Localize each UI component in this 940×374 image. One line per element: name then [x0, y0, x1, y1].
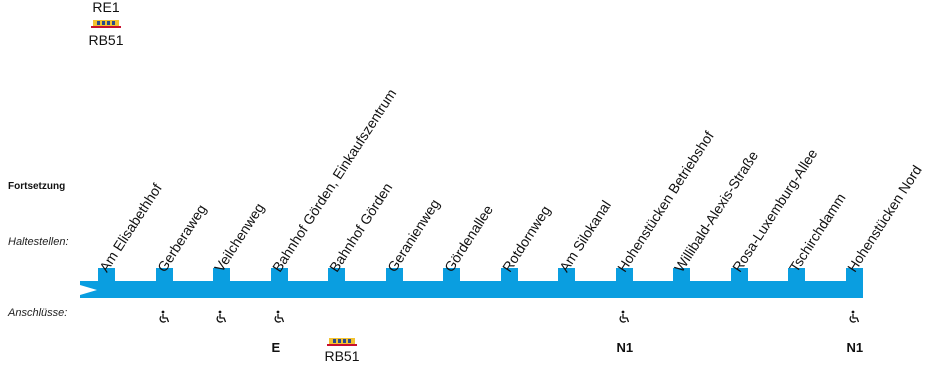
wheelchair-icon [214, 310, 228, 324]
stop-name: Rotdornweg [498, 202, 554, 275]
stop-name: Veilchenweg [211, 200, 268, 275]
stop-marker [788, 268, 805, 288]
stop-name: Am Elisabethhof [96, 180, 165, 275]
top-connections: RE1 RB51 [81, 0, 131, 48]
stop-marker [328, 268, 345, 288]
stop-name: Hohenstücken Nord [843, 162, 925, 275]
stop-connection: E [271, 340, 281, 355]
stop-marker [443, 268, 460, 288]
stop-name: Gerberaweg [153, 201, 209, 275]
stop-marker [385, 268, 403, 288]
wheelchair-icon [157, 310, 171, 324]
stop-connection: N1 [616, 340, 634, 355]
stop-name: Am Silokanal [556, 197, 614, 275]
haltestellen-label: Haltestellen: [8, 236, 69, 248]
stop-marker [98, 268, 115, 288]
stop-name: Bahnhof Görden, Einkaufszentrum [268, 85, 399, 275]
anschluesse-label: Anschlüsse: [8, 307, 68, 319]
wheelchair-icon [272, 310, 286, 324]
stop-marker [213, 268, 230, 288]
top-connection-rb51: RB51 [88, 32, 124, 48]
train-icon [327, 336, 357, 346]
stop-marker [615, 268, 633, 288]
wheelchair-icon [847, 310, 861, 324]
stop-marker [845, 268, 863, 288]
stop-name: Hohenstücken Betriebshof [613, 128, 717, 275]
stop-marker [558, 268, 575, 288]
stop-marker [500, 268, 518, 288]
stop-connection: RB51 [316, 333, 368, 364]
stop-marker [155, 268, 173, 288]
stop-connection: N1 [846, 340, 864, 355]
stop-name: Tschirchdamm [786, 190, 849, 275]
stop-marker [270, 268, 288, 288]
wheelchair-icon [617, 310, 631, 324]
stop-marker [673, 268, 690, 288]
stop-name: Geranienweg [383, 196, 443, 275]
top-connection-re1: RE1 [92, 0, 120, 15]
connection-label: RB51 [324, 348, 360, 364]
stop-name: Bahnhof Görden [326, 179, 396, 275]
stop-name: Gördenallee [441, 202, 496, 275]
stop-marker [730, 268, 748, 288]
train-icon [91, 18, 121, 28]
route-direction-arrow [80, 285, 97, 295]
fortsetzung-label: Fortsetzung [8, 181, 66, 192]
